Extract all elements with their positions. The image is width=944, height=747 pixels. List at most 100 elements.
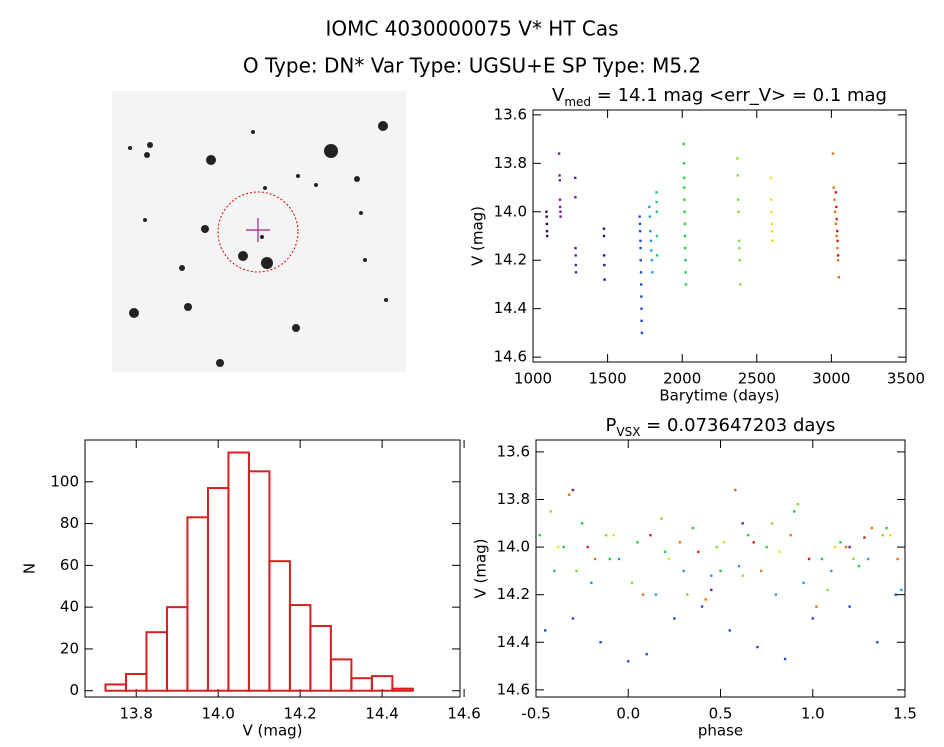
data-point: [683, 246, 687, 250]
x-tick-label: 13.8: [120, 705, 153, 723]
data-point: [640, 295, 643, 298]
data-point: [558, 198, 562, 201]
data-point: [728, 629, 731, 632]
data-point: [638, 215, 641, 218]
data-point: [885, 526, 888, 530]
data-point: [704, 598, 707, 601]
data-point: [574, 196, 577, 199]
data-point: [639, 246, 642, 250]
data-point: [638, 222, 642, 226]
data-point: [815, 605, 818, 608]
y-tick-label: 0: [69, 681, 79, 699]
y-tick-label: 13.6: [494, 105, 527, 123]
data-point: [833, 210, 837, 213]
chart-title: PVSX = 0.073647203 days: [606, 415, 836, 439]
x-tick-label: -0.5: [521, 705, 550, 723]
data-point: [848, 605, 851, 608]
data-point: [545, 234, 549, 238]
data-point: [682, 162, 686, 165]
data-point: [640, 331, 644, 335]
plot-frame: [532, 109, 907, 363]
data-point: [649, 533, 652, 537]
x-tick-label: 14.0: [201, 705, 234, 723]
x-tick-label: 2500: [738, 370, 776, 388]
data-point: [736, 198, 740, 201]
data-point: [683, 222, 687, 226]
data-point: [639, 271, 643, 274]
data-point: [833, 198, 836, 201]
data-point: [769, 176, 773, 180]
data-point: [770, 210, 773, 213]
data-point: [835, 217, 838, 221]
y-tick-label: 20: [60, 639, 79, 657]
data-point: [848, 545, 851, 549]
x-tick-label: 0.0: [616, 705, 640, 723]
data-point: [783, 657, 787, 661]
histogram-bar: [391, 687, 414, 692]
image-frame: [112, 91, 406, 372]
x-axis-label: Barytime (days): [659, 387, 779, 405]
histogram-bar: [370, 675, 394, 692]
data-point: [737, 210, 740, 213]
title-subscript: med: [564, 95, 591, 109]
data-point: [719, 569, 722, 573]
data-point: [835, 234, 838, 238]
data-point: [896, 557, 899, 561]
data-point: [558, 179, 562, 182]
data-point: [796, 503, 800, 506]
data-point: [630, 581, 634, 584]
data-point: [599, 641, 602, 644]
data-point: [682, 142, 685, 146]
data-point: [756, 645, 759, 649]
data-point: [683, 186, 686, 189]
y-tick-label: 100: [50, 472, 79, 490]
data-point: [889, 533, 892, 537]
data-point: [602, 254, 606, 257]
data-point: [558, 174, 561, 177]
data-point: [575, 569, 578, 573]
histogram-bar: [329, 658, 353, 692]
data-point: [739, 283, 742, 286]
aperture-circle: [217, 191, 299, 273]
data-point: [641, 593, 645, 596]
data-point: [667, 557, 671, 561]
data-point: [811, 617, 814, 620]
data-point: [746, 533, 750, 537]
data-point: [678, 541, 682, 544]
title-subscript: VSX: [616, 425, 640, 439]
x-tick-label: 14.4: [365, 705, 398, 723]
data-point: [608, 557, 611, 561]
data-point: [741, 574, 744, 577]
histogram-bar: [309, 624, 332, 692]
x-axis-label: phase: [698, 722, 743, 740]
data-point: [655, 210, 659, 213]
data-point: [636, 541, 639, 544]
data-point: [684, 283, 688, 286]
data-point: [649, 229, 652, 233]
data-point: [649, 239, 653, 243]
data-point: [691, 526, 695, 530]
data-point: [863, 536, 866, 539]
data-point: [836, 246, 839, 250]
data-point: [603, 278, 606, 281]
data-point: [683, 198, 686, 201]
data-point: [640, 319, 643, 323]
x-tick-label: 3000: [812, 370, 850, 388]
stars: [128, 121, 388, 367]
data-point: [771, 239, 774, 243]
data-point: [651, 271, 654, 274]
data-point: [736, 157, 739, 160]
data-point: [638, 229, 642, 233]
x-tick-label: 1000: [514, 370, 552, 388]
data-point: [663, 550, 667, 554]
data-point: [881, 533, 885, 537]
data-point: [571, 488, 575, 492]
data-point: [770, 198, 773, 201]
data-point: [741, 522, 744, 525]
data-point: [603, 263, 606, 267]
data-point: [684, 271, 687, 274]
data-point: [683, 210, 686, 213]
x-tick-label: 14.2: [283, 705, 316, 723]
data-point: [876, 641, 879, 644]
target-cross: [246, 218, 270, 242]
